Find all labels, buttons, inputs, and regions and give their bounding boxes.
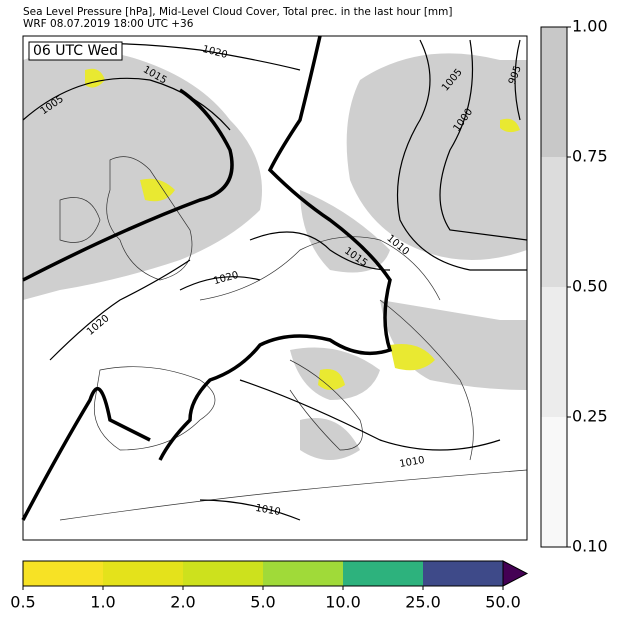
header-line: WRF 08.07.2019 18:00 UTC +36 xyxy=(23,18,194,30)
contour-label: 1010 xyxy=(399,455,426,470)
colorbar-tick-label: 0.5 xyxy=(10,593,35,612)
colorbar-segment xyxy=(183,561,263,586)
zero-precip-lines xyxy=(21,35,393,521)
precip-areas xyxy=(85,68,520,390)
cloud-colorbar: 1.00 0.75 0.50 0.25 0.10 xyxy=(540,17,608,556)
cloud-areas xyxy=(23,50,527,460)
map-frame xyxy=(22,35,528,541)
colorbar-tick-label: 50.0 xyxy=(485,593,521,612)
colorbar-tick-label: 0.10 xyxy=(572,537,608,556)
header-line: Sea Level Pressure [hPa], Mid-Level Clou… xyxy=(23,6,453,18)
colorbar-segment xyxy=(541,287,567,417)
colorbar-extension xyxy=(502,560,529,587)
colorbar-segment xyxy=(343,561,423,586)
map: 06 UTC Wed 10201015100510051000995101010… xyxy=(21,35,528,541)
precip-colorbar: 0.5 1.0 2.0 5.0 10.0 25.0 50.0 xyxy=(10,560,529,612)
colorbar-tick-label: 5.0 xyxy=(250,593,275,612)
time-label-box xyxy=(28,41,123,61)
colorbar-tick-label: 1.00 xyxy=(572,17,608,36)
colorbar-tick-label: 2.0 xyxy=(170,593,195,612)
colorbar-segment xyxy=(423,561,503,586)
colorbar-segment xyxy=(103,561,183,586)
colorbar-tick-label: 0.25 xyxy=(572,407,608,426)
colorbar-tick-label: 25.0 xyxy=(405,593,441,612)
colorbar-tick-label: 0.75 xyxy=(572,147,608,166)
colorbar-tick-label: 1.0 xyxy=(90,593,115,612)
time-label: 06 UTC Wed xyxy=(33,43,118,59)
contour-label: 1010 xyxy=(254,503,281,518)
colorbar-segment xyxy=(541,157,567,287)
colorbar-segment xyxy=(23,561,103,586)
colorbar-segment xyxy=(541,417,567,547)
colorbar-segment xyxy=(541,27,567,157)
colorbar-tick-label: 10.0 xyxy=(325,593,361,612)
colorbar-segment xyxy=(263,561,343,586)
colorbar-tick-label: 0.50 xyxy=(572,277,608,296)
isobars xyxy=(22,39,528,521)
